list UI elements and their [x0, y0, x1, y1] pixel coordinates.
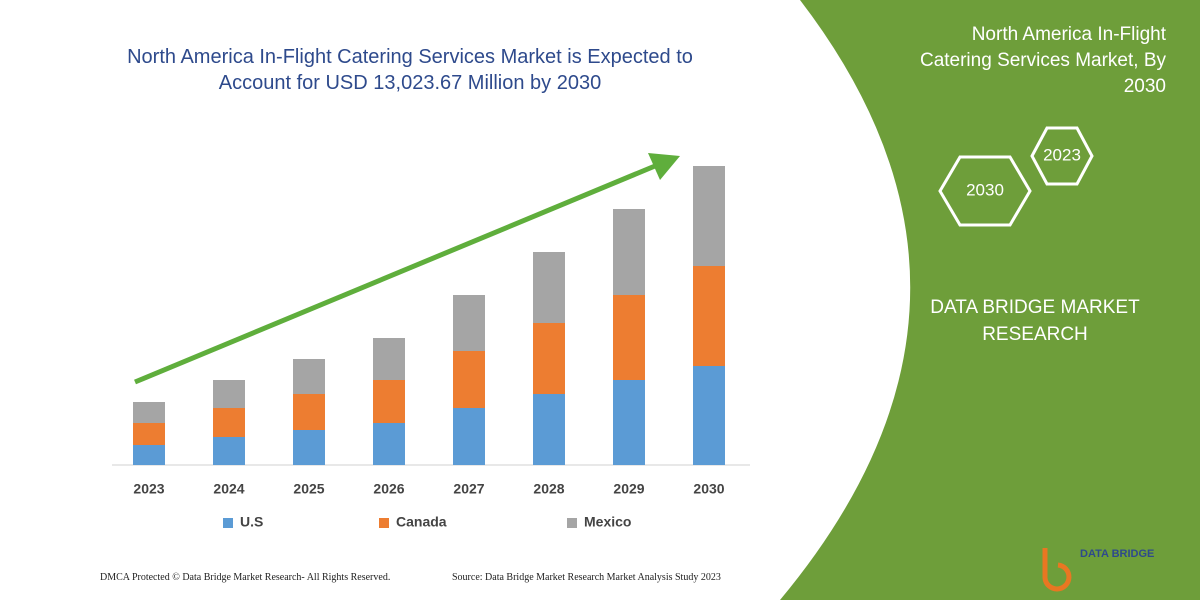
bar-segment [533, 323, 565, 394]
bar-segment [613, 295, 645, 380]
x-tick-label: 2024 [213, 481, 244, 497]
bar-segment [133, 423, 165, 445]
arrow-head [648, 153, 680, 180]
bar-segment [373, 380, 405, 423]
side-title: North America In-Flight Catering Service… [919, 24, 1166, 97]
bar-segment [453, 295, 485, 351]
bar-segment [533, 394, 565, 465]
bar-segment [213, 380, 245, 408]
logo-mark [1042, 548, 1072, 592]
legend-label: U.S [240, 514, 263, 530]
bar-segment [293, 359, 325, 394]
bar-segment [293, 394, 325, 430]
bar-segment [213, 437, 245, 465]
bar-segment [453, 408, 485, 465]
logo-text: DATA BRIDGE [1080, 548, 1155, 560]
bar-segment [693, 166, 725, 266]
hexagon-label: 2023 [1043, 145, 1081, 164]
x-tick-label: 2030 [693, 481, 724, 497]
bar-segment [373, 423, 405, 465]
legend-swatch [223, 518, 233, 528]
bar-segment [453, 351, 485, 408]
bar-segment [613, 380, 645, 465]
trend-arrow [134, 163, 656, 385]
side-panel-bg [780, 0, 1200, 600]
bar-segment [693, 366, 725, 465]
brand: DATA BRIDGE MARKET RESEARCH [930, 297, 1140, 345]
bar-segment [373, 338, 405, 380]
x-tick-label: 2029 [613, 481, 644, 497]
bar-segment [133, 445, 165, 465]
bar-segment [133, 402, 165, 423]
footer-left: DMCA Protected © Data Bridge Market Rese… [100, 572, 391, 583]
bar-segment [213, 408, 245, 437]
x-tick-label: 2025 [293, 481, 324, 497]
hexagon [938, 155, 1032, 227]
legend-swatch [379, 518, 389, 528]
footer-right: Source: Data Bridge Market Research Mark… [452, 572, 721, 583]
chart-title: North America In-Flight Catering Service… [127, 46, 693, 94]
x-tick-label: 2027 [453, 481, 484, 497]
bar-segment [693, 266, 725, 366]
legend-swatch [567, 518, 577, 528]
hexagon [1030, 126, 1094, 186]
x-tick-label: 2028 [533, 481, 564, 497]
bar-segment [293, 430, 325, 465]
bar-segment [533, 252, 565, 323]
bar-segment [613, 209, 645, 295]
x-tick-label: 2023 [133, 481, 164, 497]
hexagon-label: 2030 [966, 180, 1004, 199]
legend-label: Mexico [584, 514, 631, 530]
legend-label: Canada [396, 514, 447, 530]
x-tick-label: 2026 [373, 481, 404, 497]
